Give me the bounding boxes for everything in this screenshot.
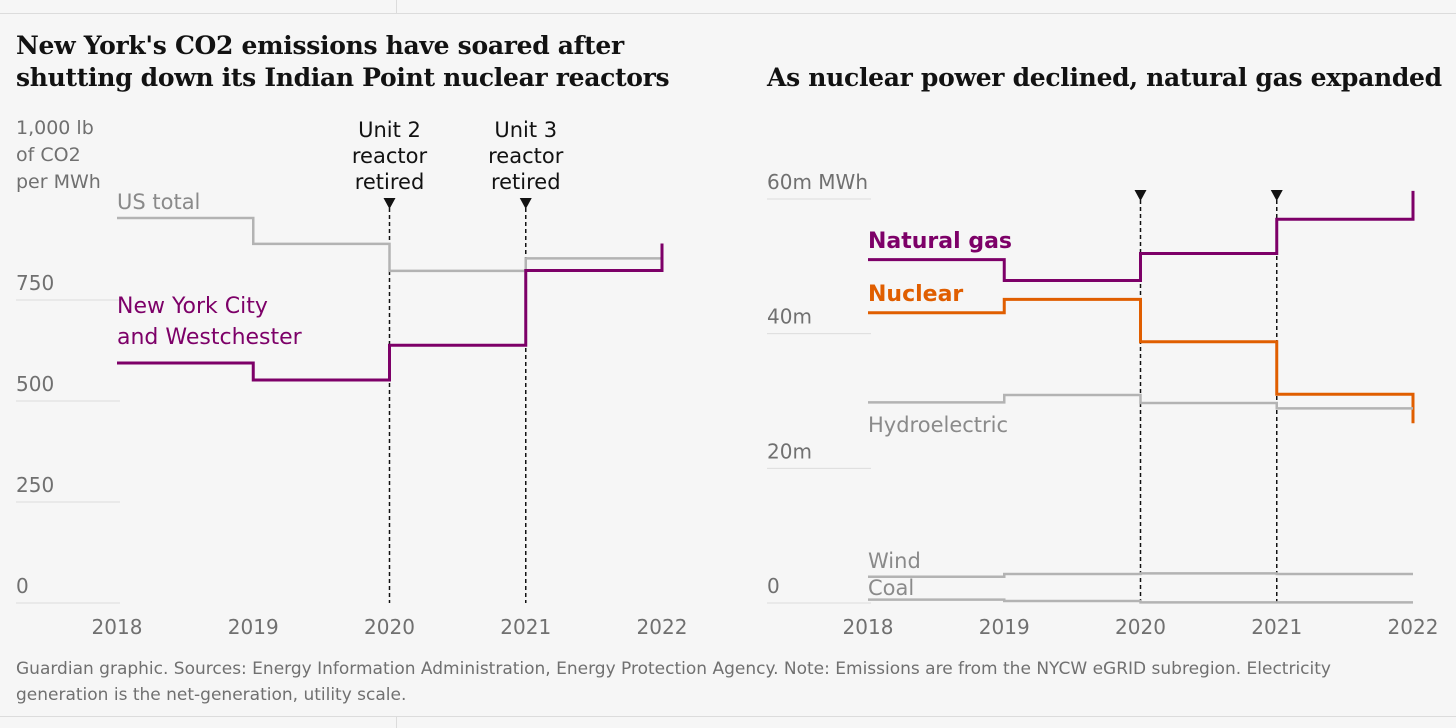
retirement-annotation-label: Unit 2 (358, 118, 421, 142)
series-label: Coal (868, 576, 914, 600)
series-label: Natural gas (868, 229, 1012, 254)
x-tick-label: 2020 (1115, 615, 1166, 639)
series-line (868, 572, 1413, 578)
series-label: New York City (117, 294, 268, 319)
y-axis-label: of CO2 (16, 144, 81, 166)
series-label: Hydroelectric (868, 413, 1008, 437)
y-tick-label: 60m MWh (767, 170, 868, 194)
series-label: and Westchester (117, 325, 303, 350)
x-tick-label: 2020 (364, 615, 415, 639)
retirement-marker-triangle (1270, 190, 1283, 201)
retirement-marker-triangle (383, 198, 396, 209)
x-tick-label: 2019 (228, 615, 279, 639)
x-tick-label: 2022 (637, 615, 688, 639)
retirement-marker-triangle (1134, 190, 1147, 201)
x-tick-label: 2018 (843, 615, 894, 639)
y-axis-label: 1,000 lb (16, 117, 94, 139)
top-divider-tick (396, 0, 397, 13)
x-tick-label: 2021 (1251, 615, 1302, 639)
retirement-annotation-label: retired (491, 170, 561, 194)
retirement-annotation-label: Unit 3 (494, 118, 557, 142)
retirement-annotation-label: reactor (352, 144, 428, 168)
y-tick-label: 500 (16, 372, 54, 396)
bottom-rule (0, 716, 1456, 717)
series-label: Nuclear (868, 282, 963, 307)
series-label: US total (117, 190, 200, 214)
top-rule (0, 13, 1456, 14)
x-tick-label: 2022 (1388, 615, 1439, 639)
retirement-annotation-label: retired (355, 170, 425, 194)
series-line (868, 393, 1413, 410)
series-line (868, 598, 1413, 604)
y-tick-label: 750 (16, 271, 54, 295)
retirement-annotation-label: reactor (488, 144, 564, 168)
y-tick-label: 20m (767, 439, 812, 463)
series-label: Wind (868, 549, 921, 573)
retirement-marker-triangle (519, 198, 532, 209)
chart-1-title: New York's CO2 emissions have soared aft… (16, 31, 670, 92)
series-line (117, 243, 664, 382)
y-tick-label: 0 (767, 574, 780, 598)
x-tick-label: 2019 (979, 615, 1030, 639)
chart-2-title: As nuclear power declined, natural gas e… (767, 63, 1442, 92)
y-tick-label: 250 (16, 473, 54, 497)
bottom-divider-tick (396, 716, 397, 728)
footer-note: Guardian graphic. Sources: Energy Inform… (16, 659, 1331, 705)
series-line (868, 190, 1415, 282)
y-tick-label: 0 (16, 574, 29, 598)
x-tick-label: 2018 (92, 615, 143, 639)
x-tick-label: 2021 (500, 615, 551, 639)
series-line (868, 297, 1415, 424)
y-axis-label: per MWh (16, 171, 101, 193)
series-line (117, 216, 664, 273)
y-tick-label: 40m (767, 305, 812, 329)
